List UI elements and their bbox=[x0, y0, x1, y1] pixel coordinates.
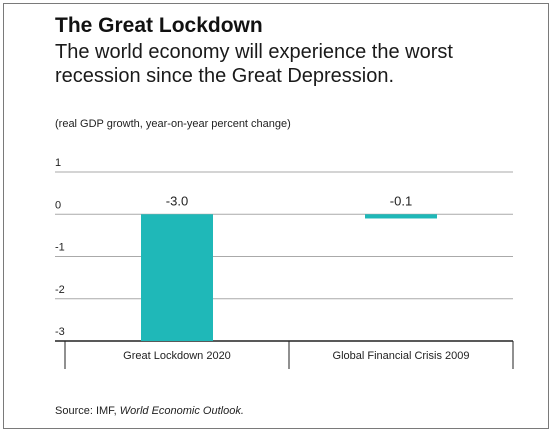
bars bbox=[141, 214, 437, 341]
y-tick-label: -3 bbox=[55, 326, 65, 338]
y-tick-label: 0 bbox=[55, 199, 61, 211]
gridlines bbox=[55, 171, 514, 369]
category-label: Great Lockdown 2020 bbox=[123, 350, 231, 362]
labels: 1 0 -1 -2 -3 -3.0 Great Lockdown 2020 -0.1 Globa… bbox=[55, 157, 469, 362]
chart-subtitle: The world economy will experience the wo… bbox=[55, 41, 453, 87]
chart-title: The Great Lockdown bbox=[55, 14, 263, 37]
source-note: Source: IMF, World Economic Outlook. bbox=[55, 405, 244, 417]
chart-frame bbox=[3, 3, 549, 429]
bar-value-label: -0.1 bbox=[390, 193, 412, 208]
y-tick-label: 1 bbox=[55, 157, 61, 169]
source-prefix: Source: IMF, bbox=[55, 405, 120, 417]
y-tick-label: -2 bbox=[55, 284, 65, 296]
category-label: Global Financial Crisis 2009 bbox=[333, 350, 470, 362]
y-tick-label: -1 bbox=[55, 242, 65, 254]
units-note: (real GDP growth, year-on-year percent c… bbox=[55, 118, 291, 130]
bar bbox=[365, 214, 437, 219]
bar bbox=[141, 214, 213, 341]
bar-value-label: -3.0 bbox=[166, 193, 188, 208]
source-publication: World Economic Outlook. bbox=[119, 405, 244, 417]
